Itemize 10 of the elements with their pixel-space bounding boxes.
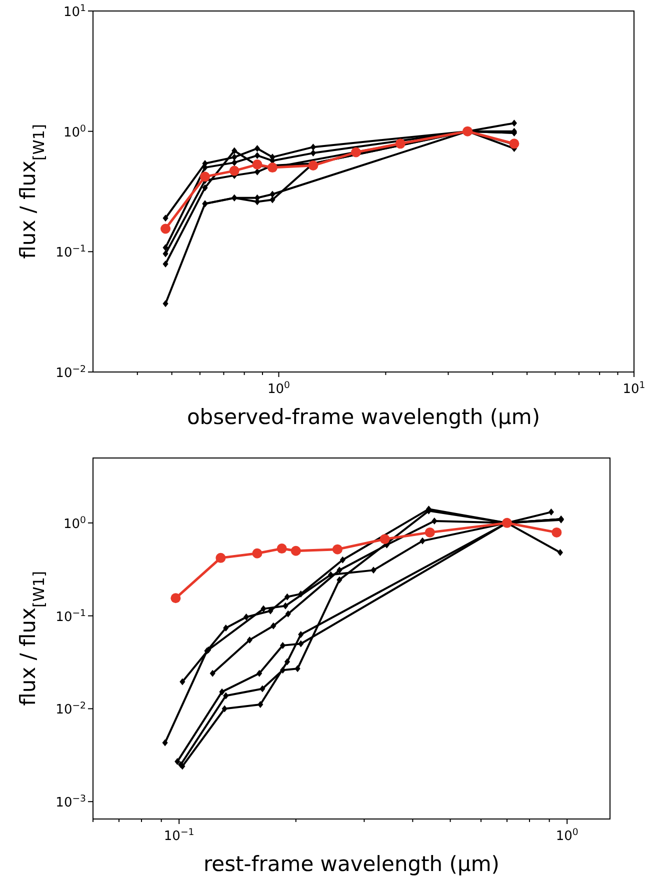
x-axis-title: observed-frame wavelength (µm) [186, 405, 540, 429]
y-tick-label: 10$^{−3}$ [56, 793, 86, 811]
y-tick-label: 10$^{−1}$ [56, 607, 86, 625]
y-tick-label: 10$^{−2}$ [56, 364, 86, 381]
y-tick-label: 10$^{1}$ [64, 2, 86, 20]
y-tick-label: 10$^{−1}$ [56, 243, 86, 261]
y-tick-label: 10$^{−2}$ [56, 700, 86, 718]
x-axis-title: rest-frame wavelength (µm) [204, 852, 500, 876]
y-tick-label: 10$^{0}$ [64, 122, 86, 140]
y-tick-label: 10$^{0}$ [64, 514, 86, 532]
